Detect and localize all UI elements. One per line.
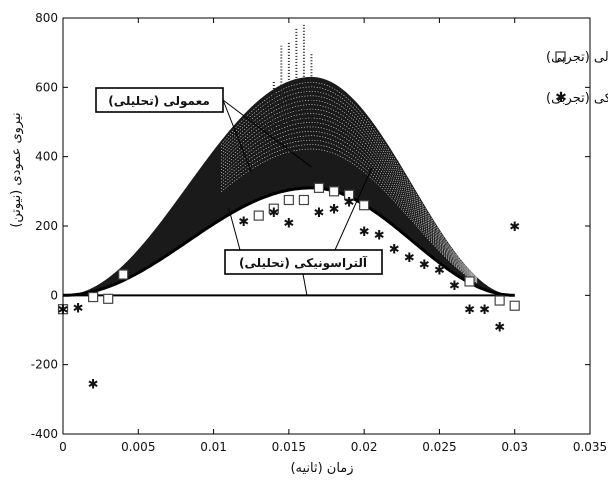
x-tick-label: 0.005 [121,440,155,454]
y-tick-label: 800 [35,11,58,25]
envelope-striation [220,139,478,283]
x-tick-label: 0.01 [200,440,227,454]
annotation-box [224,249,383,275]
annotation-label: معمولی (تحلیلی) [108,94,210,109]
annotation-leader [222,99,252,172]
legend-label-conventional-experimental: معمولی (تجربی) [546,50,608,65]
y-axis-title: نیروی عمودی (نیوتن) [9,112,24,227]
legend-marker-square [555,51,566,62]
annotation-ultrasonic-analytical: آلتراسونیکی (تحلیلی) [224,249,383,275]
annotation-conventional-analytical: معمولی (تحلیلی) [95,87,224,113]
conventional-experimental-point [494,295,505,306]
ultrasonic-experimental-point: ✱ [73,301,84,316]
ultrasonic-experimental-point: ✱ [389,243,400,258]
annotation-box [95,87,224,113]
ultrasonic-experimental-point: ✱ [344,196,355,211]
x-tick-label: 0.025 [422,440,456,454]
y-tick-label: -400 [31,427,58,441]
ultrasonic-experimental-point: ✱ [419,258,430,273]
axis-ticks: 0 0.005 0.01 0.015 0.02 0.025 0.03 0.035 -400 -20… [31,11,607,454]
ultrasonic-experimental-point: ✱ [268,206,279,221]
x-axis-title: زمان (ثانیه) [290,461,353,476]
envelope-striation [220,117,478,281]
legend-label-ultrasonic-experimental: آلتراسونیکی (تجربی) [546,89,608,106]
conventional-analytical-spikes [265,24,313,136]
envelope-striation [220,113,478,281]
envelope-striations [220,82,478,284]
annotation-leader [228,207,241,251]
envelope-striation [220,82,478,279]
annotation-leader [222,99,312,168]
conventional-experimental-point [359,200,370,211]
ultrasonic-experimental-point: ✱ [404,251,415,266]
conventional-experimental-point [464,276,475,287]
ultrasonic-experimental-point: ✱ [314,206,325,221]
conventional-experimental-point [313,182,325,193]
y-tick-label: -200 [31,358,58,372]
ultrasonic-experimental-point: ✱ [449,279,460,294]
envelope-striation [220,95,478,280]
envelope-striation [220,131,478,283]
annotation-leader [302,273,308,296]
legend: معمولی (تجربی) ✱ آلتراسونیکی (تجربی) [546,50,608,106]
conventional-experimental-point [268,203,279,214]
ultrasonic-experimental-point: ✱ [434,263,445,278]
x-tick-label: 0.02 [351,440,378,454]
plot-area: ✱ ✱✱✱✱✱✱ ✱ ✱✱ ✱✱✱ ✱ ✱✱✱ ✱✱✱ [58,24,520,393]
ultrasonic-experimental-point: ✱ [88,378,99,393]
conventional-experimental-point [298,194,310,206]
ultrasonic-analytical-line [63,186,515,297]
x-tick-label: 0.015 [272,440,306,454]
envelope-striation [220,86,478,279]
annotation-leader [334,167,373,251]
ultrasonic-experimental-point: ✱ [464,303,475,318]
conventional-experimental-point [103,293,114,304]
envelope-striation [220,126,478,282]
y-tick-label: 400 [35,150,58,164]
conventional-experimental-point [328,186,340,197]
conventional-experimental-point [343,189,355,200]
ultrasonic-experimental-point: ✱ [238,215,249,230]
envelope-striation [220,135,478,283]
y-tick-label: 600 [35,80,58,94]
annotation-layer [222,99,373,296]
x-tick-label: 0 [59,440,67,454]
conventional-experimental-point [253,210,264,221]
ultrasonic-experimental-point: ✱ [329,203,340,218]
x-tick-label: 0.03 [501,440,528,454]
conventional-experimental-point [283,194,294,206]
conventional-experimental-point [118,269,129,280]
annotation-label: آلتراسونیکی (تحلیلی) [239,255,368,271]
y-tick-label: 200 [35,219,58,233]
envelope-striation [220,144,478,284]
envelope-striation [220,91,478,279]
conventional-experimental-point [88,291,99,303]
legend-marker-star: ✱ [555,90,567,106]
ultrasonic-experimental-point: ✱ [283,217,294,232]
ultrasonic-experimental-point: ✱ [359,225,370,240]
ultrasonic-experimental-point: ✱ [494,321,505,336]
conventional-analytical-envelope [63,76,515,296]
ultrasonic-experimental-point: ✱ [479,303,490,318]
ultrasonic-experimental-point: ✱ [374,229,385,244]
ultrasonic-experimental-point: ✱ [509,220,520,235]
x-tick-label: 0.035 [573,440,607,454]
y-tick-label: 0 [50,288,58,302]
envelope-striation [220,99,478,280]
conventional-experimental-point [509,300,520,311]
